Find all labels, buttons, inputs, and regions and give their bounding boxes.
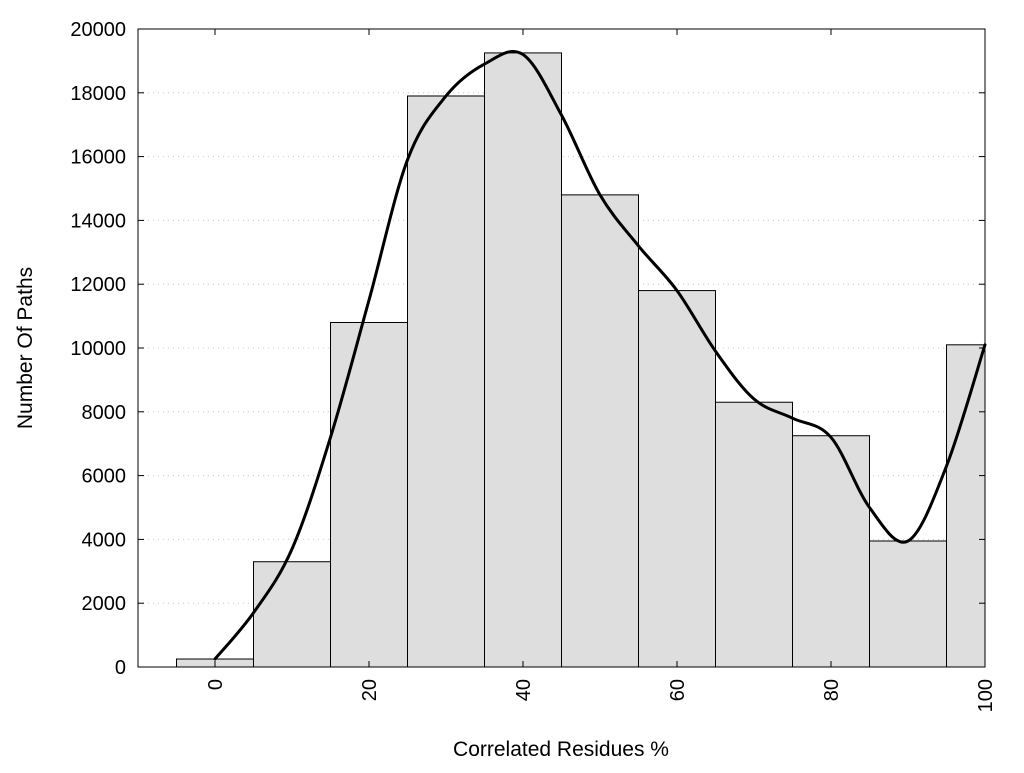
x-axis-label: Correlated Residues %: [453, 738, 669, 761]
histogram-bar: [407, 95, 485, 668]
histogram-bar: [484, 52, 562, 668]
histogram-bar: [330, 321, 408, 668]
curve-layer: [213, 49, 987, 661]
x-tick-label: 100: [975, 679, 997, 712]
histogram-bar: [638, 290, 716, 668]
x-tick-label: 40: [513, 679, 535, 701]
x-tick-label: 80: [821, 679, 843, 701]
histogram-bar: [715, 401, 793, 668]
y-tick-label: 8000: [82, 402, 127, 424]
y-tick-label: 2000: [82, 593, 127, 615]
y-tick-label: 20000: [70, 19, 126, 41]
histogram-bar: [869, 540, 947, 668]
y-tick-label: 12000: [70, 274, 126, 296]
histogram-bar: [253, 561, 331, 668]
y-tick-label: 6000: [82, 466, 127, 488]
y-tick-label: 18000: [70, 83, 126, 105]
y-tick-label: 0: [115, 657, 126, 679]
y-tick-label: 14000: [70, 210, 126, 232]
y-axis-label: Number Of Paths: [14, 267, 37, 429]
x-tick-label: 0: [205, 679, 227, 690]
histogram-bar: [792, 435, 870, 668]
histogram-bar: [946, 344, 986, 668]
y-tick-label: 16000: [70, 147, 126, 169]
x-tick-label: 20: [359, 679, 381, 701]
y-tick-label: 10000: [70, 338, 126, 360]
x-tick-label: 60: [667, 679, 689, 701]
histogram-bar: [561, 194, 639, 668]
bar-layer: [176, 52, 986, 668]
tick-layer: 0 2000 4000 6000 8000 10000 12000 14000 16000 180…: [70, 19, 997, 712]
density-curve: [213, 49, 987, 661]
y-tick-label: 4000: [82, 529, 127, 551]
